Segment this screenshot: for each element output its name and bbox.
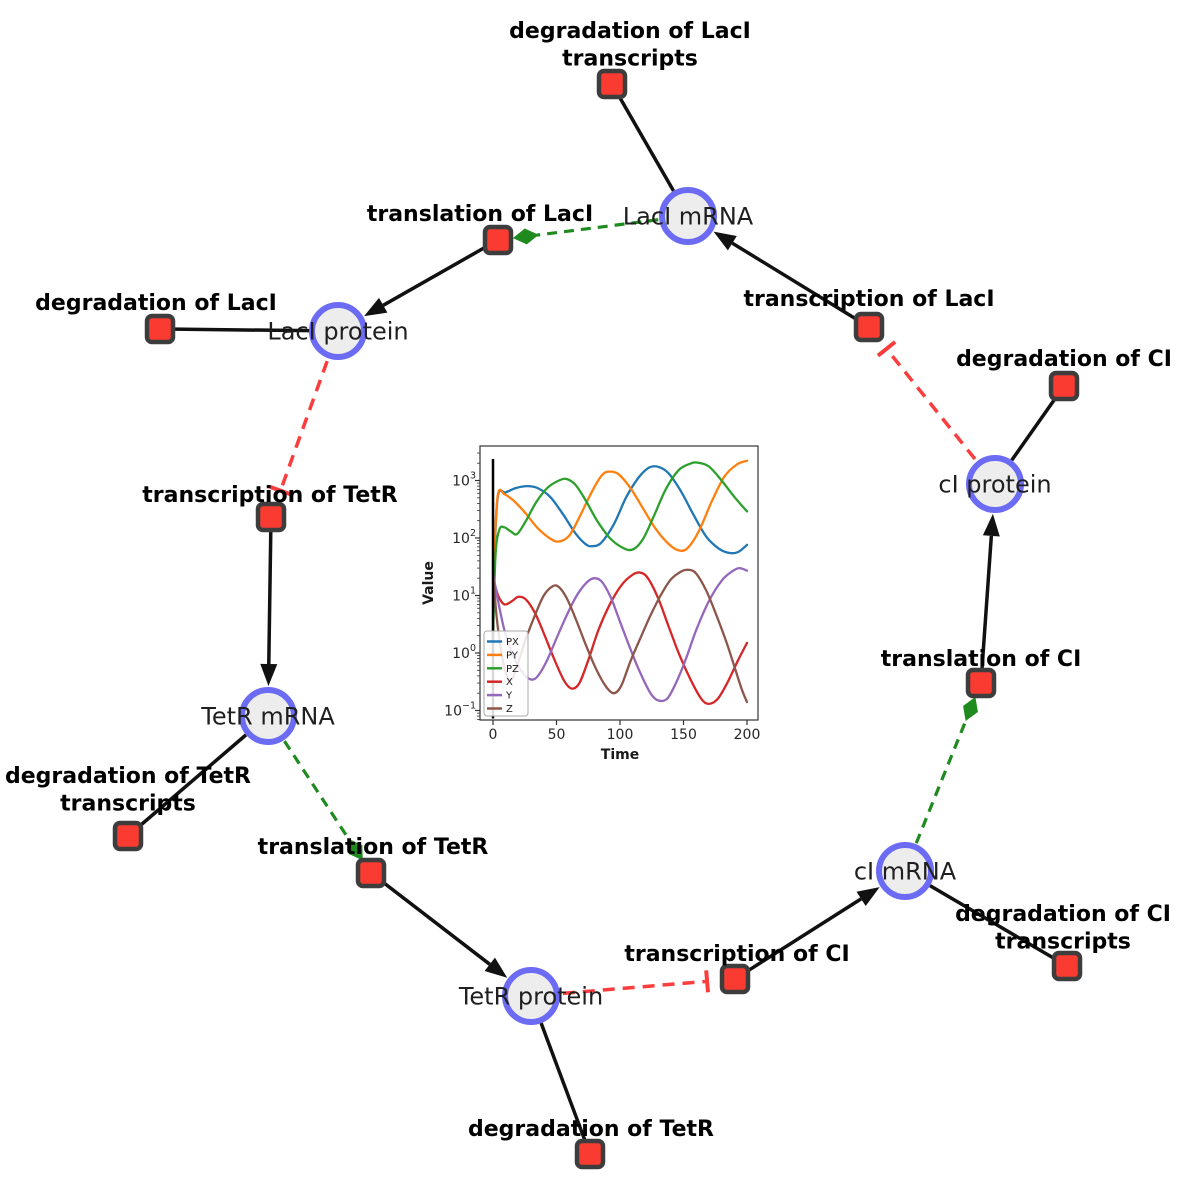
- reaction-label-transcription-laci-line0: transcription of LacI: [743, 287, 994, 312]
- edge-translation-tetr-tetr-protein-arrowhead: [484, 957, 508, 978]
- y-axis-tick-label: 10−1: [444, 701, 476, 720]
- reaction-node-translation-laci[interactable]: [482, 224, 514, 256]
- edge-tetr-protein-transcription-ci-tee-bar: [704, 970, 711, 993]
- species-label-ci-mrna: cI mRNA: [854, 858, 957, 886]
- species-label-laci-protein: LacI protein: [267, 318, 408, 346]
- species-label-tetr-protein: TetR protein: [458, 983, 603, 1011]
- legend-label-X: X: [506, 677, 513, 688]
- edge-transcription-tetr-tetr-mrna-arrowhead: [260, 663, 278, 687]
- reaction-label-translation-ci-line0: translation of CI: [881, 647, 1082, 672]
- edge-transcription-tetr-tetr-mrna[interactable]: [267, 531, 273, 665]
- reaction-node-translation-tetr[interactable]: [355, 857, 387, 889]
- reaction-label-deg-laci-transcripts-line0: degradation of LacI: [509, 19, 751, 44]
- x-axis-tick-label: 100: [607, 727, 634, 743]
- edge-tetr-mrna-translation-tetr[interactable]: [283, 740, 351, 842]
- reaction-node-translation-ci[interactable]: [965, 667, 997, 699]
- edge-tetr-protein-deg-tetr[interactable]: [539, 1022, 587, 1141]
- reaction-node-deg-laci[interactable]: [144, 313, 176, 345]
- species-node-ci-protein[interactable]: [966, 455, 1024, 513]
- x-axis-tick-label: 50: [548, 727, 566, 743]
- reaction-label-deg-laci-transcripts-line1: transcripts: [562, 47, 698, 72]
- edge-translation-ci-ci-protein[interactable]: [980, 535, 994, 669]
- reaction-label-deg-ci-transcripts-line0: degradation of CI: [955, 902, 1171, 927]
- edges-layer: [138, 96, 1057, 1141]
- species-node-laci-mrna[interactable]: [659, 187, 717, 245]
- edge-tetr-protein-transcription-ci[interactable]: [562, 979, 708, 996]
- chart-curve-PX: [491, 465, 749, 637]
- x-axis-tick-label: 0: [489, 727, 498, 743]
- legend-label-Z: Z: [506, 704, 513, 715]
- reaction-node-deg-tetr-transcripts[interactable]: [112, 820, 144, 852]
- edge-ci-mrna-deg-ci-transcripts[interactable]: [929, 884, 1055, 960]
- reaction-label-transcription-ci-line0: transcription of CI: [624, 942, 849, 967]
- edge-tetr-mrna-deg-tetr-transcripts[interactable]: [138, 733, 248, 828]
- edge-transcription-laci-laci-mrna-arrowhead: [713, 231, 737, 251]
- species-label-laci-mrna: LacI mRNA: [623, 203, 754, 231]
- chart-curve-PY: [491, 459, 749, 637]
- x-axis-tick-label: 200: [734, 727, 761, 743]
- reaction-label-deg-tetr-transcripts-line1: transcripts: [60, 792, 196, 817]
- nodes-layer: [112, 68, 1083, 1170]
- x-axis-tick-label: 150: [670, 727, 697, 743]
- legend-label-PY: PY: [506, 650, 519, 661]
- edge-ci-protein-transcription-laci[interactable]: [885, 347, 977, 461]
- reaction-node-transcription-ci[interactable]: [719, 963, 751, 995]
- reaction-label-deg-ci-line0: degradation of CI: [956, 347, 1172, 372]
- edge-laci-mrna-translation-laci-diamond-arrowhead: [512, 228, 539, 245]
- edge-laci-mrna-deg-laci-transcripts[interactable]: [617, 96, 676, 192]
- reaction-label-deg-tetr-line0: degradation of TetR: [468, 1117, 714, 1142]
- legend-label-PX: PX: [506, 637, 519, 648]
- y-axis-tick-label: 102: [452, 528, 476, 547]
- edge-tetr-mrna-translation-tetr-diamond-arrowhead: [348, 838, 363, 861]
- chart-legend: PX PY PZ XYZ: [483, 630, 529, 717]
- reaction-label-translation-laci-line0: translation of LacI: [367, 202, 593, 227]
- edge-translation-ci-ci-protein-arrowhead: [982, 513, 1000, 537]
- edge-laci-mrna-translation-laci[interactable]: [536, 218, 659, 237]
- y-axis-tick-label: 103: [452, 471, 476, 490]
- chart-curve-X: [491, 571, 749, 706]
- species-node-laci-protein[interactable]: [309, 302, 367, 360]
- legend-label-PZ: PZ: [506, 664, 519, 675]
- reaction-label-deg-tetr-transcripts-line0: degradation of TetR: [5, 764, 251, 789]
- edge-ci-mrna-translation-ci[interactable]: [914, 718, 968, 844]
- edge-ci-protein-deg-ci[interactable]: [1010, 397, 1057, 462]
- reaction-node-deg-ci[interactable]: [1048, 370, 1080, 402]
- reaction-label-deg-laci-line0: degradation of LacI: [35, 291, 277, 316]
- edge-transcription-laci-laci-mrna[interactable]: [731, 241, 858, 321]
- chart-frame: [479, 445, 759, 721]
- reaction-node-transcription-laci[interactable]: [853, 311, 885, 343]
- species-node-tetr-protein[interactable]: [502, 967, 560, 1025]
- edge-ci-protein-transcription-laci-tee-bar: [876, 340, 897, 358]
- reaction-node-deg-ci-transcripts[interactable]: [1051, 950, 1083, 982]
- labels-layer: LacI mRNA LacI protein TetR mRNA TetR prote…: [5, 19, 1172, 1142]
- legend-label-Y: Y: [505, 691, 513, 702]
- reaction-label-transcription-tetr-line0: transcription of TetR: [142, 483, 398, 508]
- edge-translation-tetr-tetr-protein[interactable]: [381, 880, 491, 966]
- reaction-label-translation-tetr-line0: translation of TetR: [258, 835, 489, 860]
- x-axis-label: Time: [601, 747, 639, 763]
- reaction-node-transcription-tetr[interactable]: [255, 501, 287, 533]
- edge-translation-laci-laci-protein[interactable]: [382, 245, 486, 307]
- species-label-ci-protein: cI protein: [938, 471, 1051, 499]
- y-axis-tick-label: 100: [452, 643, 476, 662]
- chart-curve-PZ: [491, 461, 749, 637]
- edge-transcription-ci-ci-mrna[interactable]: [746, 897, 863, 973]
- edge-transcription-ci-ci-mrna-arrowhead: [856, 887, 880, 907]
- species-node-ci-mrna[interactable]: [876, 842, 934, 900]
- reaction-label-deg-ci-transcripts-line1: transcripts: [995, 930, 1131, 955]
- edge-laci-protein-transcription-tetr[interactable]: [278, 360, 329, 492]
- species-node-tetr-mrna[interactable]: [239, 687, 297, 745]
- y-axis-label: Value: [421, 561, 437, 605]
- edge-laci-protein-transcription-tetr-tee-bar: [269, 485, 292, 497]
- edge-laci-protein-deg-laci[interactable]: [174, 327, 310, 333]
- reaction-node-deg-tetr[interactable]: [574, 1138, 606, 1170]
- y-axis-tick-label: 101: [452, 586, 476, 605]
- edge-ci-mrna-translation-ci-diamond-arrowhead: [963, 696, 978, 722]
- species-label-tetr-mrna: TetR mRNA: [200, 703, 335, 731]
- reaction-node-deg-laci-transcripts[interactable]: [596, 68, 628, 100]
- edge-translation-laci-laci-protein-arrowhead: [364, 297, 388, 317]
